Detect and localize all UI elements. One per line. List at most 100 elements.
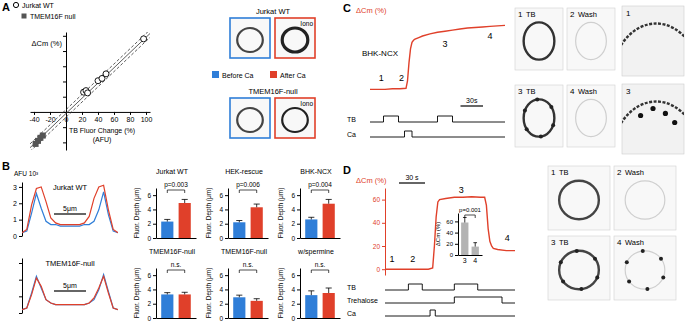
image-frame [614, 166, 676, 230]
tick: 0 [291, 235, 300, 242]
tick-mark [19, 220, 22, 221]
tick-label: 60 [111, 116, 119, 123]
tick: 4 [147, 286, 156, 293]
significance-bracket [311, 190, 328, 193]
axis-title: TB Fluor Change (%) [69, 127, 135, 135]
vesicle [539, 134, 543, 138]
tick-mark [455, 244, 458, 245]
tick-mark [297, 304, 300, 305]
tick-label: 6 [291, 192, 295, 199]
scale-bar-label: 5μm [63, 282, 77, 290]
bar [161, 294, 173, 318]
vesicle [523, 109, 527, 113]
legend-entry: Jurkat WT [13, 2, 54, 9]
bar [179, 294, 191, 318]
plot-marks [22, 185, 118, 232]
image-title: Jurkat WT [256, 7, 291, 16]
image-border [515, 8, 563, 70]
image-border [567, 8, 615, 70]
cell-outline [625, 251, 665, 289]
plot-marks [233, 204, 263, 238]
chart-title: HEK-rescue [225, 168, 263, 175]
tick: 4 [219, 206, 228, 213]
tick: -40 [29, 112, 39, 123]
image-border [548, 166, 610, 230]
tick: 1 [13, 216, 22, 223]
axis-line [459, 255, 483, 256]
bar-chart: 0246p=0.003Jurkat WTFluor. Depth (μm) [133, 168, 197, 242]
bar-chart: 020406034p=0.001ΔCm (%) [435, 207, 483, 264]
tick: 60 [111, 112, 119, 123]
panel-label: B [2, 160, 10, 172]
tick-label: 0 [219, 315, 223, 322]
bar-chart: 0246p=0.004BHK-NCXFluor. Depth (μm) [277, 168, 341, 242]
chart-title: TMEM16F-null [45, 259, 95, 268]
fit-line [30, 34, 150, 148]
axis-title: Fluor. Depth (μm) [277, 188, 285, 239]
image-content [622, 24, 684, 77]
tick-mark [225, 195, 228, 196]
tick-label: 6 [291, 272, 295, 279]
p-value: p=0.004 [308, 181, 332, 189]
vesicle [575, 249, 579, 253]
tick [63, 81, 66, 82]
vesicle [650, 106, 655, 111]
tick: 6 [219, 192, 228, 199]
tick-mark [225, 289, 228, 290]
data-line [22, 192, 118, 233]
tick [63, 97, 66, 98]
axis-line [229, 318, 269, 319]
legend-label: Jurkat WT [22, 2, 55, 9]
tick: 2 [13, 200, 22, 207]
bar-chart: 0246n.s.w/spermineFluor. Depth (μm) [277, 248, 341, 322]
significance-bracket [239, 190, 256, 193]
vesicle [559, 260, 563, 264]
axis-line [385, 189, 386, 276]
image-label: TB [526, 87, 536, 96]
point [33, 141, 39, 147]
axis-title: Fluor. Depth (μm) [277, 268, 285, 319]
scale-bar [54, 213, 86, 214]
tick-mark [382, 246, 385, 247]
error-bar [182, 199, 188, 203]
tick-label: 2 [147, 220, 151, 227]
vesicle [593, 257, 597, 261]
tick: 4 [473, 255, 477, 264]
tick: 40 [373, 219, 385, 226]
tick [63, 142, 66, 143]
legend-entry: TMEM16F null [22, 13, 76, 20]
tick: 3 [13, 184, 22, 191]
image-border [622, 84, 684, 154]
axis-title: AFU 10³ [14, 170, 39, 177]
image-number: 3 [551, 238, 556, 247]
tick: 3 [463, 255, 467, 264]
axis-line [300, 189, 301, 239]
axis-line [31, 112, 151, 113]
bar [472, 247, 479, 255]
image-frame [230, 98, 270, 138]
error-bar [473, 243, 477, 247]
axis-line [300, 269, 301, 319]
image-border [275, 98, 315, 138]
tick-mark [34, 112, 35, 115]
error-bar [326, 199, 332, 203]
image-panel: 1TB2Wash3TB4Wash [548, 166, 676, 300]
error-bar [308, 291, 314, 295]
vesicle [627, 279, 631, 283]
tick-label: 100 [141, 116, 153, 123]
plot-marks [461, 217, 479, 255]
line-chart: 0123Jurkat WTAFU 10³5μm [13, 170, 118, 240]
axis-title: (AFU) [93, 136, 112, 144]
tick-label: 2 [219, 220, 223, 227]
tick [19, 313, 22, 314]
tick-label: 0 [147, 315, 151, 322]
bar-chart: 0246n.s.TMEM16F-nullFluor. Depth (μm) [133, 248, 197, 322]
p-value: p=0.001 [459, 207, 482, 213]
vesicle [535, 98, 539, 102]
tick: 4 [147, 206, 156, 213]
bar [233, 222, 245, 238]
point [141, 36, 147, 42]
image-label: TB [526, 10, 536, 19]
axis-title: ΔCm (%) [356, 176, 387, 185]
tick: -20 [45, 112, 55, 123]
